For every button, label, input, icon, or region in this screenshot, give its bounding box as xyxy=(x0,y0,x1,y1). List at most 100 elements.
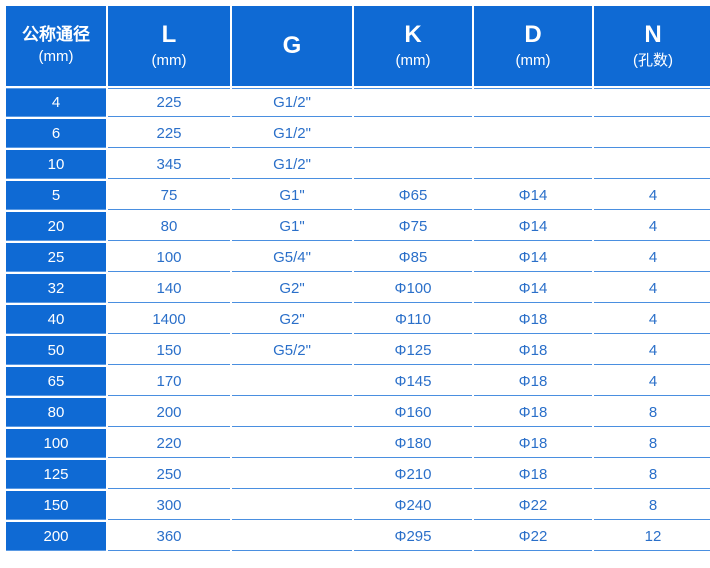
row-key: 6 xyxy=(6,119,106,148)
cell xyxy=(594,150,710,179)
cell xyxy=(474,88,592,117)
col-header-sub: (mm) xyxy=(6,46,106,67)
cell: G5/4" xyxy=(232,243,352,272)
cell xyxy=(354,88,472,117)
cell: 4 xyxy=(594,243,710,272)
cell: 140 xyxy=(108,274,230,303)
table-row: 125250Φ210Φ188 xyxy=(6,460,710,489)
row-key: 25 xyxy=(6,243,106,272)
table-row: 100220 Φ180Φ188 xyxy=(6,429,710,458)
cell: 8 xyxy=(594,460,710,489)
col-header-3: K(mm) xyxy=(354,6,472,86)
cell: 170 xyxy=(108,367,230,396)
cell xyxy=(232,522,352,551)
cell: Φ18 xyxy=(474,429,592,458)
cell: G2" xyxy=(232,305,352,334)
cell xyxy=(594,88,710,117)
cell: Φ240 xyxy=(354,491,472,520)
cell: 4 xyxy=(594,336,710,365)
cell: 75 xyxy=(108,181,230,210)
cell: 225 xyxy=(108,119,230,148)
cell: 360 xyxy=(108,522,230,551)
table-row: 575G1"Φ65Φ144 xyxy=(6,181,710,210)
cell: Φ14 xyxy=(474,243,592,272)
cell: Φ75 xyxy=(354,212,472,241)
col-header-main: K xyxy=(354,21,472,50)
table-header: 公称通径(mm)L(mm)GK(mm)D(mm)N(孔数) xyxy=(6,6,710,86)
table-row: 65170 Φ145Φ184 xyxy=(6,367,710,396)
cell: Φ18 xyxy=(474,367,592,396)
row-key: 200 xyxy=(6,522,106,551)
cell: 4 xyxy=(594,367,710,396)
cell: Φ18 xyxy=(474,398,592,427)
col-header-sub: (mm) xyxy=(474,50,592,71)
table-row: 2080G1"Φ75Φ144 xyxy=(6,212,710,241)
table-row: 6225G1/2" xyxy=(6,119,710,148)
cell: Φ18 xyxy=(474,336,592,365)
row-key: 100 xyxy=(6,429,106,458)
col-header-1: L(mm) xyxy=(108,6,230,86)
cell: 4 xyxy=(594,305,710,334)
cell: Φ160 xyxy=(354,398,472,427)
cell: Φ22 xyxy=(474,522,592,551)
cell xyxy=(474,119,592,148)
table-row: 50150G5/2"Φ125Φ184 xyxy=(6,336,710,365)
cell: G1/2" xyxy=(232,88,352,117)
cell: 1400 xyxy=(108,305,230,334)
cell: 220 xyxy=(108,429,230,458)
cell xyxy=(354,119,472,148)
table-body: 4225G1/2"6225G1/2"10345G1/2"575G1"Φ65Φ14… xyxy=(6,88,710,551)
col-header-sub: (mm) xyxy=(108,50,230,71)
cell: Φ145 xyxy=(354,367,472,396)
cell xyxy=(232,460,352,489)
col-header-main: D xyxy=(474,21,592,50)
cell: Φ18 xyxy=(474,305,592,334)
cell: 4 xyxy=(594,212,710,241)
cell: Φ100 xyxy=(354,274,472,303)
cell: G5/2" xyxy=(232,336,352,365)
cell: Φ210 xyxy=(354,460,472,489)
table-row: 4225G1/2" xyxy=(6,88,710,117)
col-header-main: G xyxy=(232,32,352,61)
cell: G2" xyxy=(232,274,352,303)
table-row: 150300Φ240Φ228 xyxy=(6,491,710,520)
row-key: 80 xyxy=(6,398,106,427)
cell: G1/2" xyxy=(232,150,352,179)
cell xyxy=(232,491,352,520)
cell: 225 xyxy=(108,88,230,117)
cell: Φ18 xyxy=(474,460,592,489)
cell xyxy=(594,119,710,148)
cell: 345 xyxy=(108,150,230,179)
row-key: 40 xyxy=(6,305,106,334)
cell: Φ180 xyxy=(354,429,472,458)
cell: Φ110 xyxy=(354,305,472,334)
col-header-main: 公称通径 xyxy=(6,25,106,45)
row-key: 65 xyxy=(6,367,106,396)
cell xyxy=(232,367,352,396)
cell xyxy=(354,150,472,179)
col-header-main: N xyxy=(594,21,710,50)
row-key: 10 xyxy=(6,150,106,179)
cell: 8 xyxy=(594,429,710,458)
table-row: 80200Φ160Φ188 xyxy=(6,398,710,427)
cell xyxy=(232,398,352,427)
col-header-sub: (孔数) xyxy=(594,50,710,71)
table-row: 25100G5/4"Φ85Φ144 xyxy=(6,243,710,272)
cell: Φ295 xyxy=(354,522,472,551)
cell: 200 xyxy=(108,398,230,427)
cell: 8 xyxy=(594,491,710,520)
col-header-sub: (mm) xyxy=(354,50,472,71)
col-header-4: D(mm) xyxy=(474,6,592,86)
col-header-5: N(孔数) xyxy=(594,6,710,86)
row-key: 50 xyxy=(6,336,106,365)
row-key: 32 xyxy=(6,274,106,303)
table-row: 10345G1/2" xyxy=(6,150,710,179)
cell: G1/2" xyxy=(232,119,352,148)
cell: 100 xyxy=(108,243,230,272)
cell: Φ22 xyxy=(474,491,592,520)
row-key: 150 xyxy=(6,491,106,520)
cell: G1" xyxy=(232,181,352,210)
cell: 150 xyxy=(108,336,230,365)
cell xyxy=(232,429,352,458)
cell: Φ14 xyxy=(474,181,592,210)
